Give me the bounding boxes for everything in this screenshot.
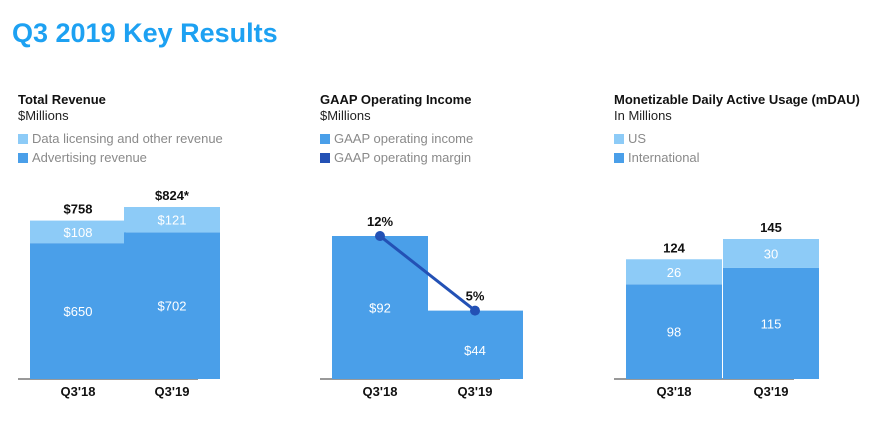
panel-subtitle: $Millions [18,108,69,123]
data-label: $92 [369,301,391,316]
x-tick-label: Q3'19 [458,384,493,399]
data-label: $108 [64,225,93,240]
x-tick-label: Q3'18 [363,384,398,399]
bar-segment-advertising-revenue [124,232,220,379]
legend-item-international: International [614,148,890,167]
legend-label: Data licensing and other revenue [32,131,223,146]
legend-swatch [18,133,28,144]
total-label: $758 [64,202,93,217]
data-label: $702 [158,299,187,314]
x-tick-label: Q3'19 [754,384,789,399]
data-label: 5% [466,289,485,304]
total-label: $824* [155,188,190,203]
legend-item-us: US [614,129,890,148]
legend-swatch [320,133,330,144]
legend-swatch [320,152,330,163]
bar-segment-international [723,267,819,379]
panel-subtitle: $Millions [320,108,371,123]
operating-margin-line [379,234,476,312]
bar-segment-us [626,259,722,285]
bar-segment-international [626,284,722,379]
panel-mdau: 98 26 124 Q3'18 115 30 145 Q3'19 Monetizable Da… [614,92,890,412]
data-label: $121 [158,213,187,228]
legend-label: GAAP operating margin [334,150,472,165]
bar-segment-advertising-revenue [30,243,126,379]
legend-item-gaap-operating-income: GAAP operating income [320,129,600,148]
data-label: 115 [761,316,782,331]
bar-gaap-operating-income [427,310,523,379]
legend-label: Advertising revenue [32,150,147,165]
legend: Data licensing and other revenue Adverti… [18,129,298,167]
operating-margin-point [470,305,480,316]
panel-title: GAAP Operating Income [320,92,472,107]
page-title: Q3 2019 Key Results [12,18,278,48]
total-label: 145 [760,220,782,235]
bar-segment-data-licensing-and-other-revenue [124,207,220,233]
legend-item-advertising: Advertising revenue [18,148,298,167]
bar-segment-us [723,239,819,268]
legend-item-gaap-operating-margin: GAAP operating margin [320,148,600,167]
data-label: $650 [64,304,93,319]
legend-label: International [628,150,700,165]
panel-total-revenue: $650 $108 $758 Q3'18 $702 $121 $824* Q3'19 Tota… [18,92,298,412]
mdau-chart: 98 26 124 Q3'18 115 30 145 Q3'19 [614,220,819,399]
data-label: 30 [764,246,778,261]
data-label: 12% [367,214,393,229]
legend-label: GAAP operating income [334,131,474,146]
panel-gaap-operating-income: $92 Q3'18 $44 Q3'19 12% 5% GAAP Operating Inc… [320,92,600,412]
panel-subtitle: In Millions [614,108,672,123]
data-label: 98 [667,325,681,340]
data-label: 26 [667,265,681,280]
bar-segment-data-licensing-and-other-revenue [30,220,126,244]
panel-title: Monetizable Daily Active Usage (mDAU) [614,92,860,107]
data-label: $44 [464,343,486,358]
legend-item-data-licensing: Data licensing and other revenue [18,129,298,148]
total-label: 124 [663,240,685,255]
legend-label: US [628,131,647,146]
x-tick-label: Q3'18 [61,384,96,399]
legend-swatch [614,152,624,163]
x-tick-label: Q3'19 [155,384,190,399]
operating-margin-point [375,231,385,241]
legend: GAAP operating income GAAP operating mar… [320,129,600,167]
gaap-operating-income-chart: $92 Q3'18 $44 Q3'19 12% 5% [320,214,523,399]
legend-swatch [614,133,624,144]
total-revenue-chart: $650 $108 $758 Q3'18 $702 $121 $824* Q3'19 [18,188,220,399]
panel-title: Total Revenue [18,92,106,107]
legend-swatch [18,152,28,163]
x-tick-label: Q3'18 [657,384,692,399]
legend: US International [614,129,890,167]
